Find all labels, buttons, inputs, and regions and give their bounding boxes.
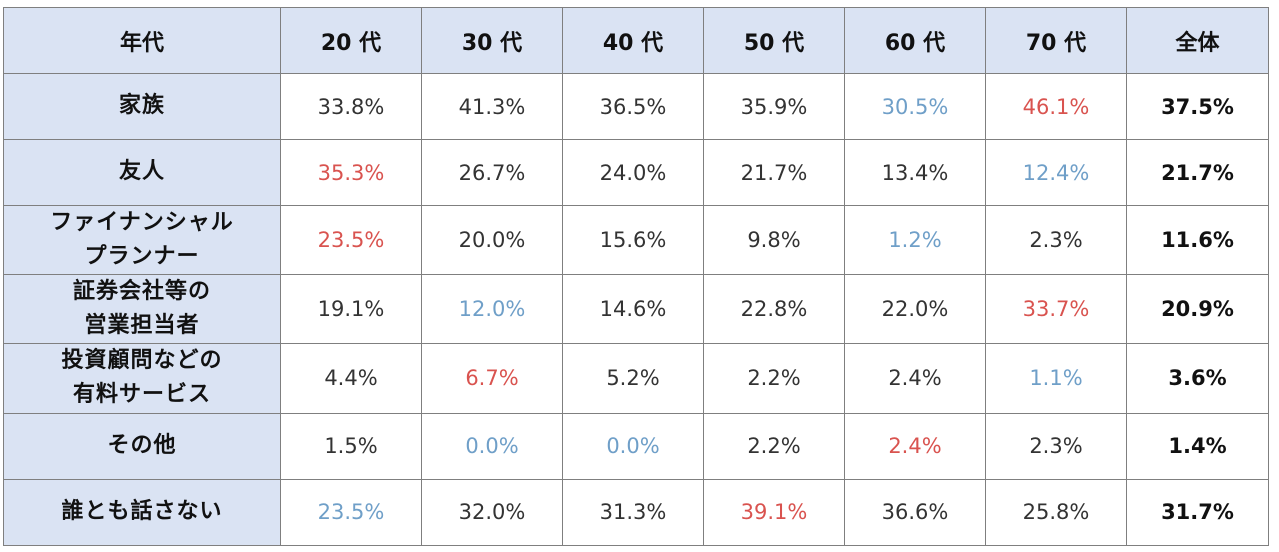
- header-row: 年代 20 代 30 代 40 代 50 代 60 代 70 代全体: [3, 7, 1269, 74]
- value-cell: 30.5%: [844, 73, 986, 140]
- header-total: 全体: [1126, 7, 1269, 74]
- value-cell: 21.7%: [703, 139, 845, 206]
- table-body: 家族 33.8% 41.3% 36.5% 35.9% 30.5% 46.1% 37.5% 友人 3…: [3, 73, 1269, 546]
- value-cell: 31.3%: [562, 478, 704, 546]
- value-cell: 36.5%: [562, 73, 704, 140]
- total-cell: 20.9%: [1126, 274, 1269, 345]
- table-row: 証券会社等の 営業担当者 19.1% 12.0% 14.6% 22.8% 22.0% 33.7…: [3, 274, 1269, 345]
- value-cell: 2.3%: [985, 204, 1127, 276]
- row-label-line: その他: [107, 433, 177, 459]
- value-cell: 0.0%: [562, 412, 704, 480]
- total-cell: 37.5%: [1126, 73, 1269, 140]
- value-cell: 25.8%: [985, 478, 1127, 546]
- row-label: 証券会社等の 営業担当者: [3, 274, 281, 345]
- total-cell: 11.6%: [1126, 204, 1269, 276]
- row-label: 投資顧問などの 有料サービス: [3, 343, 281, 414]
- row-label: その他: [3, 412, 281, 480]
- value-cell: 2.2%: [703, 412, 845, 480]
- total-cell: 31.7%: [1126, 478, 1269, 546]
- header-age-3: 40 代: [562, 7, 704, 74]
- row-label: ファイナンシャル プランナー: [3, 204, 281, 276]
- header-age-label: 年代: [3, 7, 281, 74]
- value-cell: 2.4%: [844, 412, 986, 480]
- row-label-line: 誰とも話さない: [61, 499, 223, 525]
- value-cell: 23.5%: [280, 478, 422, 546]
- total-cell: 3.6%: [1126, 343, 1269, 414]
- value-cell: 39.1%: [703, 478, 845, 546]
- value-cell: 9.8%: [703, 204, 845, 276]
- header-age-4: 50 代: [703, 7, 845, 74]
- value-cell: 12.4%: [985, 139, 1127, 206]
- value-cell: 33.8%: [280, 73, 422, 140]
- value-cell: 41.3%: [421, 73, 563, 140]
- value-cell: 20.0%: [421, 204, 563, 276]
- value-cell: 46.1%: [985, 73, 1127, 140]
- value-cell: 4.4%: [280, 343, 422, 414]
- value-cell: 2.2%: [703, 343, 845, 414]
- row-label-line: 家族: [118, 93, 165, 119]
- row-label-line: 投資顧問などの: [61, 348, 223, 374]
- value-cell: 1.1%: [985, 343, 1127, 414]
- value-cell: 35.9%: [703, 73, 845, 140]
- header-age-6: 70 代: [985, 7, 1127, 74]
- data-table-container: 年代 20 代 30 代 40 代 50 代 60 代 70 代全体 家族 33.8% 41.3…: [3, 7, 1269, 546]
- header-age-1: 20 代: [280, 7, 422, 74]
- value-cell: 36.6%: [844, 478, 986, 546]
- table-row: ファイナンシャル プランナー 23.5% 20.0% 15.6% 9.8% 1.2% 2.3%…: [3, 204, 1269, 276]
- row-label: 家族: [3, 73, 281, 140]
- table-row: 誰とも話さない 23.5% 32.0% 31.3% 39.1% 36.6% 25.8% 31.…: [3, 478, 1269, 546]
- value-cell: 19.1%: [280, 274, 422, 345]
- value-cell: 14.6%: [562, 274, 704, 345]
- value-cell: 33.7%: [985, 274, 1127, 345]
- value-cell: 22.8%: [703, 274, 845, 345]
- value-cell: 13.4%: [844, 139, 986, 206]
- value-cell: 23.5%: [280, 204, 422, 276]
- header-age-2: 30 代: [421, 7, 563, 74]
- row-label-line: 有料サービス: [72, 382, 211, 408]
- value-cell: 0.0%: [421, 412, 563, 480]
- value-cell: 26.7%: [421, 139, 563, 206]
- value-cell: 1.2%: [844, 204, 986, 276]
- value-cell: 2.3%: [985, 412, 1127, 480]
- value-cell: 24.0%: [562, 139, 704, 206]
- value-cell: 5.2%: [562, 343, 704, 414]
- value-cell: 15.6%: [562, 204, 704, 276]
- value-cell: 6.7%: [421, 343, 563, 414]
- value-cell: 22.0%: [844, 274, 986, 345]
- table-row: 家族 33.8% 41.3% 36.5% 35.9% 30.5% 46.1% 37.5%: [3, 73, 1269, 140]
- header-age-5: 60 代: [844, 7, 986, 74]
- row-label-line: ファイナンシャル: [50, 210, 234, 235]
- advisor-by-age-table: 年代 20 代 30 代 40 代 50 代 60 代 70 代全体 家族 33.8% 41.3…: [3, 7, 1269, 546]
- table-row: 友人 35.3% 26.7% 24.0% 21.7% 13.4% 12.4% 21.7%: [3, 139, 1269, 206]
- row-label: 誰とも話さない: [3, 478, 281, 546]
- value-cell: 32.0%: [421, 478, 563, 546]
- table-row: 投資顧問などの 有料サービス 4.4% 6.7% 5.2% 2.2% 2.4% 1.1% 3.6…: [3, 343, 1269, 414]
- row-label-line: 証券会社等の: [72, 279, 211, 305]
- value-cell: 12.0%: [421, 274, 563, 345]
- row-label-line: プランナー: [84, 244, 200, 270]
- value-cell: 2.4%: [844, 343, 986, 414]
- row-label: 友人: [3, 139, 281, 206]
- total-cell: 1.4%: [1126, 412, 1269, 480]
- table-row: その他 1.5% 0.0% 0.0% 2.2% 2.4% 2.3% 1.4%: [3, 412, 1269, 480]
- value-cell: 35.3%: [280, 139, 422, 206]
- value-cell: 1.5%: [280, 412, 422, 480]
- row-label-line: 営業担当者: [84, 313, 200, 339]
- total-cell: 21.7%: [1126, 139, 1269, 206]
- row-label-line: 友人: [118, 159, 165, 185]
